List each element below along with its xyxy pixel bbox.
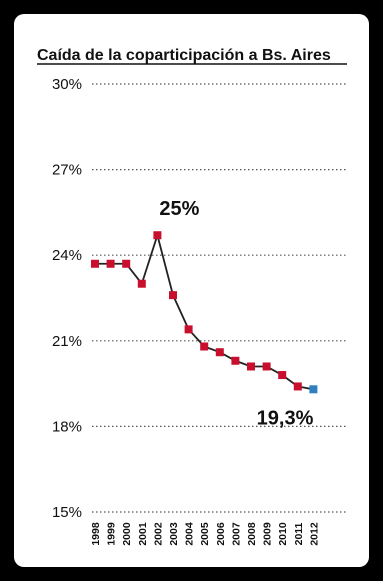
data-point: [91, 259, 99, 268]
x-tick-label: 1998: [90, 522, 102, 546]
x-tick-label: 2000: [121, 522, 133, 546]
y-tick-label: 30%: [52, 76, 82, 93]
x-tick-label: 2010: [277, 522, 289, 546]
x-tick-label: 2005: [199, 522, 211, 546]
y-tick-label: 24%: [52, 247, 82, 264]
data-point: [137, 279, 146, 288]
data-point: [293, 382, 302, 391]
x-tick-label: 2004: [184, 522, 196, 546]
x-tick-label: 2007: [230, 522, 242, 546]
data-point: [309, 385, 318, 394]
chart-title: Caída de la coparticipación a Bs. Aires: [37, 47, 331, 64]
data-point: [169, 291, 177, 300]
data-point: [122, 259, 131, 268]
x-tick-label: 2006: [215, 522, 227, 546]
data-point: [247, 362, 255, 371]
y-tick-label: 27%: [52, 162, 82, 179]
data-point: [215, 348, 224, 357]
x-tick-label: 2003: [168, 522, 180, 546]
data-annotation: 25%: [159, 198, 199, 220]
y-tick-label: 21%: [52, 333, 82, 350]
series-line: [95, 232, 314, 391]
x-tick-label: 2009: [262, 522, 274, 546]
data-point: [106, 259, 115, 268]
x-tick-label: 2001: [137, 522, 149, 546]
data-point: [153, 231, 162, 240]
y-tick-label: 15%: [52, 504, 82, 521]
x-tick-label: 2012: [308, 522, 320, 546]
x-tick-label: 2011: [293, 522, 305, 545]
x-tick-label: 2008: [246, 522, 258, 546]
data-point: [231, 356, 240, 365]
x-tick-label: 1999: [106, 522, 118, 546]
data-point: [184, 325, 193, 334]
chart-panel: Caída de la coparticipación a Bs. Aires …: [14, 14, 369, 567]
data-point: [278, 371, 287, 380]
data-annotation: 19,3%: [257, 407, 314, 429]
y-tick-label: 18%: [52, 418, 82, 435]
chart: Caída de la coparticipación a Bs. Aires …: [37, 47, 347, 546]
data-point: [262, 362, 271, 371]
data-point: [200, 342, 209, 351]
x-tick-label: 2002: [152, 522, 164, 546]
